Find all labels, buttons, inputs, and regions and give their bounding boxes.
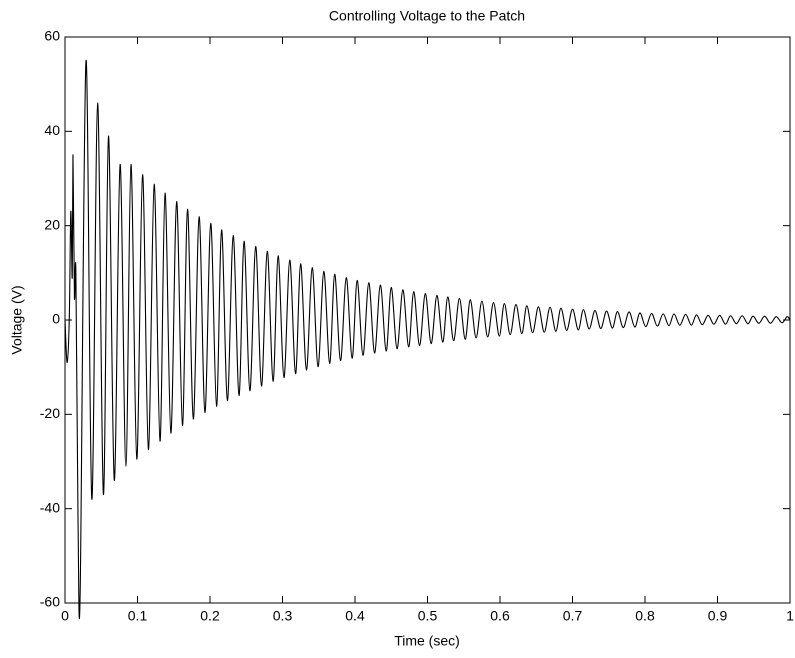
x-tick-label: 0 (61, 608, 69, 624)
y-tick-label: 40 (44, 122, 60, 138)
y-tick-label: 60 (44, 28, 60, 44)
x-tick-label: 0.1 (128, 608, 148, 624)
x-tick-label: 0.3 (273, 608, 293, 624)
x-tick-label: 0.7 (563, 608, 583, 624)
signal-line (64, 59, 791, 620)
y-axis-label: Voltage (V) (9, 285, 25, 354)
x-tick-label: 0.6 (490, 608, 510, 624)
x-axis-label: Time (sec) (394, 633, 460, 649)
y-tick-label: -40 (40, 499, 60, 515)
x-tick-label: 0.9 (708, 608, 728, 624)
y-tick-label: -20 (40, 405, 60, 421)
x-tick-label: 0.8 (635, 608, 655, 624)
y-tick-label: 20 (44, 216, 60, 232)
chart-title: Controlling Voltage to the Patch (329, 8, 525, 24)
y-tick-label: 0 (52, 311, 60, 327)
x-tick-label: 0.2 (200, 608, 220, 624)
x-tick-label: 0.4 (345, 608, 365, 624)
x-tick-label: 1 (786, 608, 794, 624)
y-tick-label: -60 (40, 594, 60, 610)
x-tick-label: 0.5 (418, 608, 438, 624)
